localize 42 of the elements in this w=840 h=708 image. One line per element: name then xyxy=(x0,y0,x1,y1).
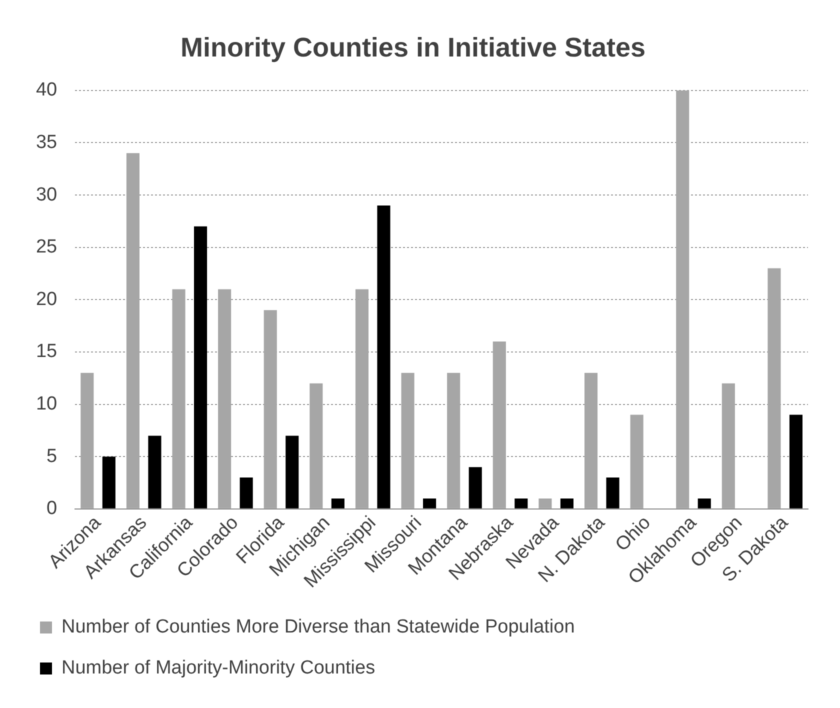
y-tick-label: 20 xyxy=(36,288,58,310)
bar xyxy=(331,498,344,508)
bar xyxy=(584,372,598,508)
bar xyxy=(789,414,803,508)
y-tick-label: 15 xyxy=(36,341,58,362)
y-tick-label: 0 xyxy=(46,498,58,520)
legend-label: Number of Counties More Diverse than Statewide Population xyxy=(62,616,575,638)
bar xyxy=(310,383,323,508)
y-tick-label: 25 xyxy=(36,236,58,258)
bar xyxy=(355,289,369,508)
chart-title: Minority Counties in Initiative States xyxy=(180,32,646,63)
bar xyxy=(286,436,299,508)
bar xyxy=(468,467,482,508)
bar xyxy=(240,478,253,508)
bar xyxy=(148,436,162,508)
bar xyxy=(218,289,232,508)
bar xyxy=(768,268,781,508)
y-tick-label: 40 xyxy=(36,80,58,101)
bar xyxy=(126,153,140,508)
y-tick-label: 30 xyxy=(36,184,58,206)
bar xyxy=(560,498,574,508)
y-tick-label: 5 xyxy=(46,446,58,467)
bar xyxy=(492,342,506,508)
bar xyxy=(606,478,620,508)
bar xyxy=(514,498,528,508)
bar xyxy=(401,372,414,508)
bar xyxy=(172,289,186,508)
bar xyxy=(423,498,436,508)
y-tick-label: 10 xyxy=(36,394,58,415)
bar xyxy=(698,498,711,508)
legend-label: Number of Majority-Minority Counties xyxy=(62,658,376,679)
bar xyxy=(102,456,116,508)
bar xyxy=(377,205,390,508)
bar xyxy=(630,414,644,508)
bar xyxy=(264,310,277,508)
bar xyxy=(722,383,735,508)
bar xyxy=(447,372,460,508)
bar xyxy=(676,90,690,508)
bar xyxy=(80,372,94,508)
y-tick-label: 35 xyxy=(36,132,58,153)
bar xyxy=(194,226,208,508)
bar xyxy=(538,498,552,508)
